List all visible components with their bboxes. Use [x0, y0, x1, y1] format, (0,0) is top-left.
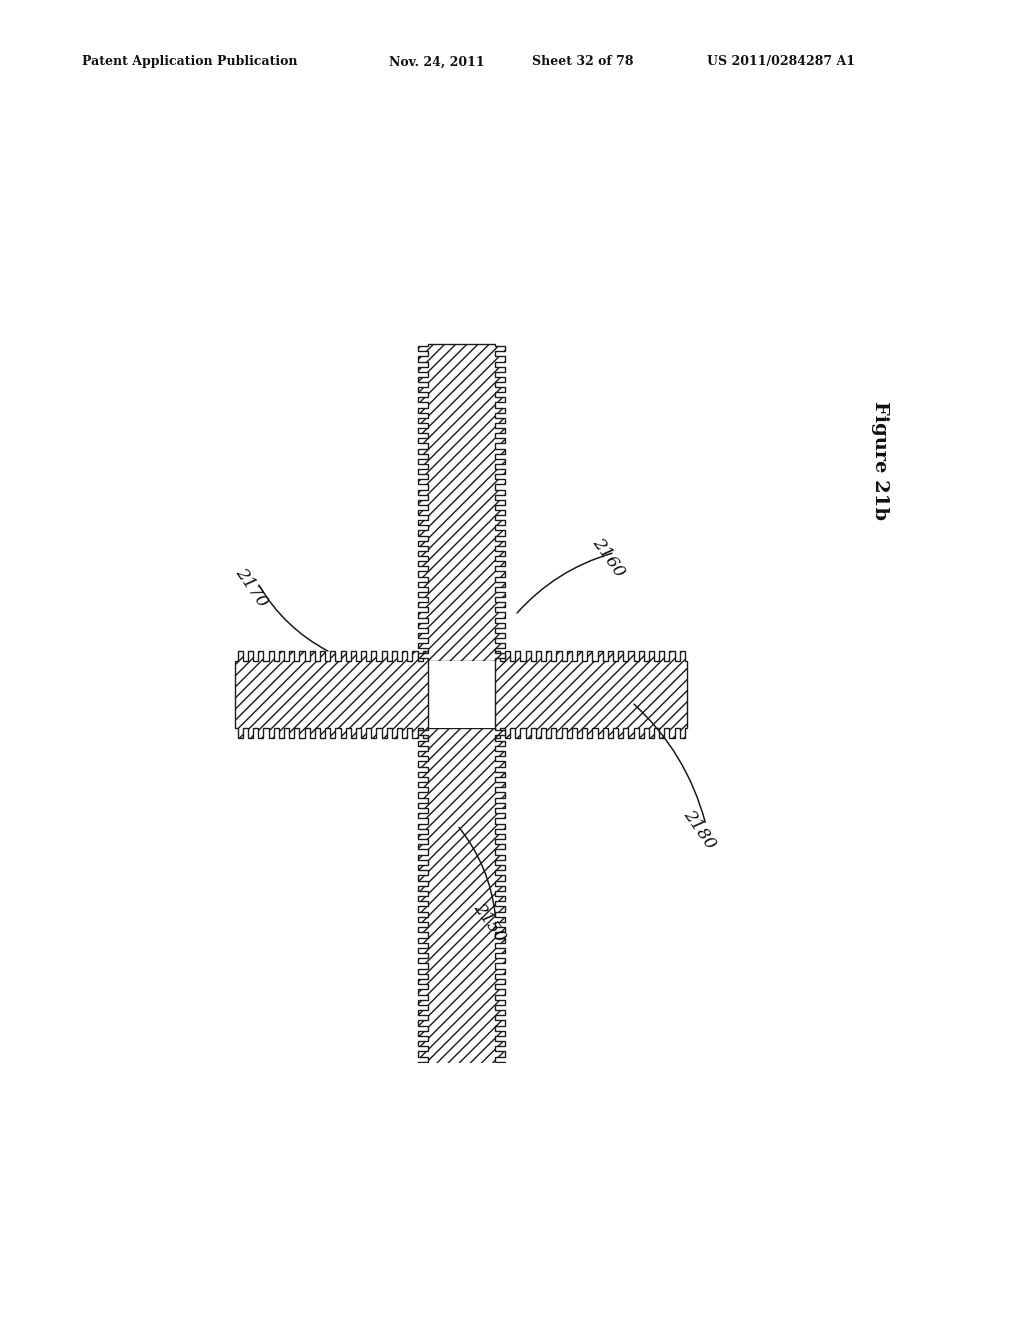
Text: 2150: 2150	[470, 899, 509, 945]
Text: Sheet 32 of 78: Sheet 32 of 78	[532, 55, 634, 69]
Text: US 2011/0284287 A1: US 2011/0284287 A1	[707, 55, 855, 69]
Polygon shape	[418, 343, 505, 661]
Text: 2170: 2170	[231, 565, 270, 610]
Bar	[428, 694, 495, 727]
Polygon shape	[236, 651, 687, 738]
Text: 2180: 2180	[680, 807, 719, 853]
Text: Nov. 24, 2011: Nov. 24, 2011	[389, 55, 484, 69]
Text: 2160: 2160	[589, 535, 628, 579]
Bar	[428, 661, 495, 694]
Text: Patent Application Publication: Patent Application Publication	[82, 55, 297, 69]
Text: Figure 21b: Figure 21b	[871, 401, 889, 520]
Polygon shape	[418, 727, 505, 1101]
